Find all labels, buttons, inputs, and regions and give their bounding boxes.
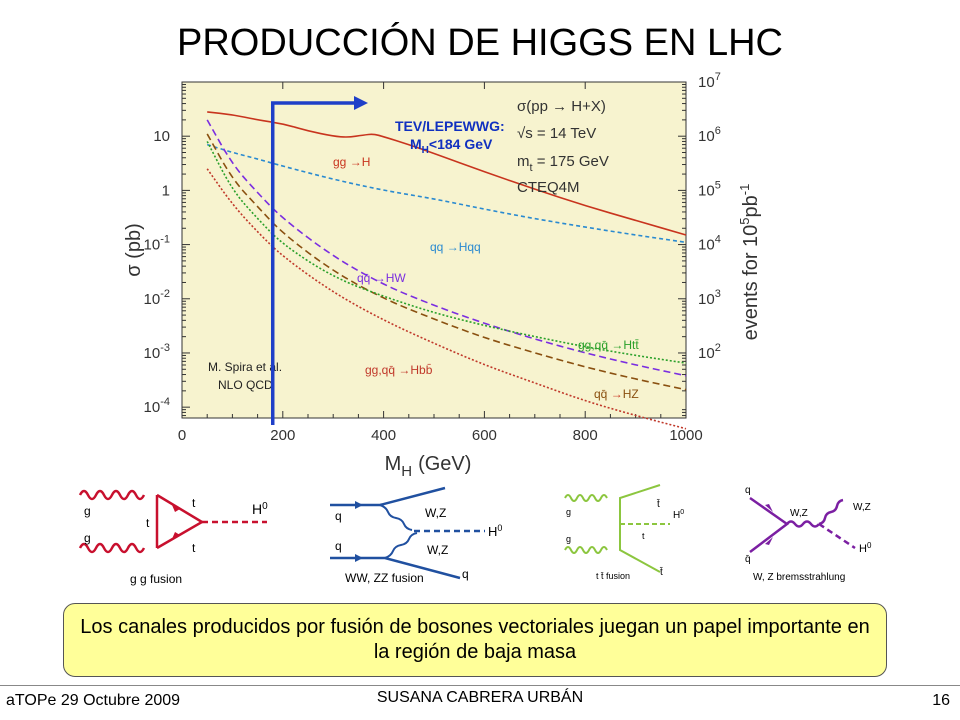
ww-label-q1: q <box>335 509 342 523</box>
annotation-line1: TEV/LEPEWWG: <box>395 118 505 134</box>
x-tick-label: 0 <box>178 427 186 444</box>
series-group <box>206 111 687 430</box>
br-label-h: H0 <box>859 541 872 555</box>
x-axis-label: MH (GeV) <box>385 453 472 480</box>
ww-label-w1: W,Z <box>425 506 446 520</box>
curve-label-0: gg →H <box>333 155 370 169</box>
x-label-unit: (GeV) <box>418 453 471 475</box>
ww-label-q2: q <box>335 539 342 553</box>
curve-label-1: qq →Hqq <box>430 240 481 254</box>
curve-label-3: gg,qq̄ →Htt̄ <box>578 338 639 352</box>
ww-caption: WW, ZZ fusion <box>345 571 424 585</box>
y2-label-unit-sup: -1 <box>737 184 752 196</box>
y-tick-label: 10 <box>153 128 170 145</box>
br-label-qbar: q̄ <box>745 554 751 565</box>
series-line-2 <box>206 119 687 377</box>
mass-limit-arrow <box>270 96 368 425</box>
footer-left: aTOPe 29 Octubre 2009 <box>6 692 181 709</box>
x-tick-label: 1000 <box>669 427 702 444</box>
gg-fusion-diagram: t H0 g t g t g g fusion <box>78 489 268 586</box>
gg-label-g1: g <box>84 504 91 518</box>
x-tick-label: 400 <box>371 427 396 444</box>
br-caption: W, Z bremsstrahlung <box>753 572 845 583</box>
br-label-q: q <box>745 485 751 496</box>
footer-center: SUSANA CABRERA URBÁN <box>376 689 584 706</box>
page-number: 16 <box>932 692 950 709</box>
series-line-3 <box>206 133 687 391</box>
annotation-line2: MH<184 GeV <box>410 136 493 156</box>
y2-label-unit: pb <box>740 195 762 217</box>
y2-tick-label: 105 <box>698 179 721 199</box>
x-label-sub: H <box>401 463 412 480</box>
gg-label-h: H0 <box>252 501 268 517</box>
tt-label-g1: g <box>566 507 571 517</box>
x-tick-label: 600 <box>472 427 497 444</box>
y-tick-label: 10-3 <box>144 342 170 362</box>
y2-axis-label: events for 105pb-1 <box>737 184 762 341</box>
y-axis-label: σ (pb) <box>123 223 145 276</box>
condition-top-mass: mt = 175 GeV <box>517 153 609 174</box>
y2-tick-label: 107 <box>698 71 721 91</box>
y2-tick-label: 104 <box>698 234 721 254</box>
plot-background <box>181 81 687 419</box>
tt-caption: t t̄ fusion <box>596 571 630 581</box>
limit-arrow-head <box>354 96 368 110</box>
slide-title: PRODUCCIÓN DE HIGGS EN LHC <box>177 22 783 64</box>
credit-author: M. Spira et al. <box>208 360 282 374</box>
curve-labels: gg →H qq →Hqq qq̄ →HW gg,qq̄ →Htt̄ gg,qq̄ →H… <box>333 155 639 401</box>
y-tick-label: 10-4 <box>144 396 170 416</box>
credit-order: NLO QCD <box>218 378 273 392</box>
ww-label-h: H0 <box>488 523 502 539</box>
series-line-1 <box>206 143 687 244</box>
gg-label-g2: g <box>84 531 91 545</box>
tt-label-tbar2: t̄ <box>659 566 663 578</box>
axis-ticks <box>181 81 687 418</box>
curve-label-5: qq̄ →HZ <box>594 387 639 401</box>
ww-label-w2: W,Z <box>427 543 448 557</box>
y-tick-label: 1 <box>162 182 170 199</box>
y2-tick-label: 106 <box>698 125 721 145</box>
condition-energy: √s = 14 TeV <box>517 125 596 142</box>
tt-label-t: t <box>642 531 645 541</box>
ttbar-fusion-diagram: t̄ H0 g t g t̄ t t̄ fusion <box>564 484 684 581</box>
curve-label-2: qq̄ →HW <box>357 271 406 285</box>
gg-label-t1: t <box>192 496 196 510</box>
tt-label-h: H0 <box>673 509 684 521</box>
x-label-main: M <box>385 453 402 475</box>
ww-zz-fusion-diagram: q W,Z H0 q W,Z WW, ZZ fusion q <box>330 486 502 585</box>
tt-label-g2: g <box>566 534 571 544</box>
x-tick-label: 800 <box>573 427 598 444</box>
gg-label-t3: t <box>192 541 196 555</box>
y2-tick-label: 103 <box>698 288 721 308</box>
y-tick-label: 10-1 <box>144 234 170 254</box>
condition-process: σ(pp → H+X) <box>517 98 606 115</box>
x-tick-label: 200 <box>270 427 295 444</box>
gg-label-t2: t <box>146 516 150 530</box>
br-label-w1: W,Z <box>790 508 808 519</box>
y2-tick-label: 102 <box>698 342 721 362</box>
gg-caption: g g fusion <box>130 572 182 586</box>
series-line-0 <box>207 111 687 236</box>
conditions-block: σ(pp → H+X) √s = 14 TeV mt = 175 GeV CTE… <box>517 98 609 196</box>
bremsstrahlung-diagram: q W,Z W,Z q̄ H0 W, Z bremsstrahlung <box>745 485 872 583</box>
cross-section-chart: 0 200 400 600 800 1000 10 1 10-1 10-2 10-3 10-4 107 1… <box>123 71 762 480</box>
ww-label-q3: q <box>462 567 469 581</box>
y-tick-label: 10-2 <box>144 288 170 308</box>
br-label-w2: W,Z <box>853 502 871 513</box>
limit-arrow-line <box>270 101 360 425</box>
condition-pdf: CTEQ4M <box>517 179 580 196</box>
series-line-4 <box>206 141 687 364</box>
y2-label-main: events for 10 <box>740 225 762 341</box>
curve-label-4: gg,qq̄ →Hbb̄ <box>365 363 433 377</box>
y2-label-sup: 5 <box>737 217 752 224</box>
tt-label-tbar1: t̄ <box>656 498 660 510</box>
callout-box: Los canales producidos por fusión de bos… <box>63 603 887 677</box>
footer-divider <box>0 685 960 686</box>
tick-labels: 0 200 400 600 800 1000 10 1 10-1 10-2 10-3 10-4 107 1… <box>144 71 721 444</box>
